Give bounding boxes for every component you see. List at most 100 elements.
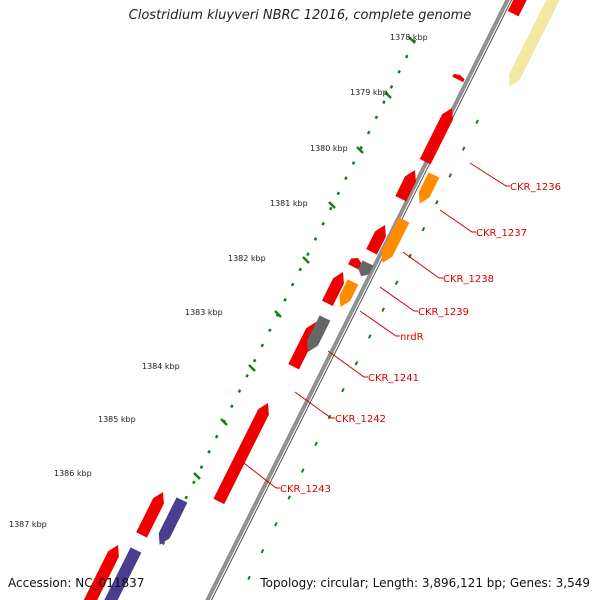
inner-tick-mark bbox=[448, 173, 453, 178]
gene-block bbox=[535, 7, 554, 33]
scale-tick-mark bbox=[214, 434, 219, 439]
major-tick-mark bbox=[356, 146, 364, 154]
gene-label: CKR_1242 bbox=[335, 414, 386, 425]
gene-block bbox=[358, 260, 374, 277]
gene-label: CKR_1243 bbox=[280, 484, 331, 495]
scale-tick-mark bbox=[336, 191, 341, 196]
scale-tick-label: 1379 kbp bbox=[350, 88, 388, 97]
inner-tick-mark bbox=[461, 146, 466, 151]
gene-block bbox=[339, 279, 359, 308]
major-tick-mark bbox=[302, 256, 310, 264]
inner-tick-mark bbox=[394, 280, 399, 286]
map-title: Clostridium kluyveri NBRC 12016, complet… bbox=[128, 8, 472, 23]
gene-block bbox=[507, 0, 527, 17]
scale-tick-mark bbox=[192, 480, 196, 485]
gene-leader-line bbox=[439, 209, 476, 233]
major-tick-mark bbox=[384, 91, 392, 99]
scale-tick-mark bbox=[283, 297, 287, 302]
gene-leader-line bbox=[239, 459, 280, 489]
scale-ticks-layer: 1378 kbp 1379 kbp 1380 kbp 1381 kbp 1382 kbp… bbox=[9, 33, 479, 581]
scale-tick-mark bbox=[199, 465, 204, 469]
inner-tick-mark bbox=[287, 495, 292, 500]
gene-block bbox=[136, 492, 164, 538]
scale-tick-mark bbox=[230, 404, 234, 409]
scale-tick-mark bbox=[351, 161, 356, 165]
gene-label: CKR_1236 bbox=[510, 182, 561, 193]
scale-tick-mark bbox=[260, 343, 265, 348]
gene-block bbox=[321, 272, 344, 306]
gene-block bbox=[158, 497, 188, 545]
scale-tick-mark bbox=[252, 358, 257, 363]
gene-label: CKR_1237 bbox=[476, 228, 527, 239]
scale-tick-mark bbox=[161, 541, 166, 546]
inner-tick-mark bbox=[435, 200, 439, 205]
gene-block bbox=[104, 547, 142, 600]
scale-tick-mark bbox=[290, 282, 295, 287]
gene-block bbox=[395, 170, 416, 202]
inner-tick-mark bbox=[354, 361, 359, 366]
scale-tick-mark bbox=[237, 389, 242, 393]
backbone-inner-line bbox=[210, 0, 513, 600]
scale-tick-label: 1385 kbp bbox=[98, 415, 136, 424]
gene-label: CKR_1241 bbox=[368, 373, 419, 384]
gene-block bbox=[288, 322, 317, 370]
gene-leader-line bbox=[294, 391, 335, 419]
inner-tick-mark bbox=[314, 441, 318, 447]
scale-tick-mark bbox=[313, 237, 318, 241]
inner-tick-mark bbox=[300, 468, 305, 473]
scale-tick-mark bbox=[245, 373, 249, 378]
scale-tick-mark bbox=[207, 449, 211, 454]
inner-tick-mark bbox=[381, 307, 385, 312]
inner-tick-mark bbox=[341, 387, 345, 393]
backbone-layer bbox=[205, 0, 513, 600]
inner-tick-mark bbox=[260, 548, 265, 554]
gene-block bbox=[307, 315, 331, 352]
scale-tick-mark bbox=[397, 69, 401, 74]
gene-block bbox=[348, 258, 362, 270]
genome-summary-text: Topology: circular; Length: 3,896,121 bp… bbox=[260, 576, 590, 590]
scale-tick-label: 1381 kbp bbox=[270, 199, 308, 208]
gene-block bbox=[213, 403, 269, 505]
gene-label: CKR_1238 bbox=[443, 274, 494, 285]
scale-tick-mark bbox=[382, 100, 386, 105]
inner-tick-mark bbox=[274, 522, 278, 527]
scale-tick-label: 1386 kbp bbox=[54, 469, 92, 478]
scale-tick-label: 1380 kbp bbox=[310, 144, 348, 153]
gene-block bbox=[419, 108, 453, 165]
gene-block bbox=[418, 172, 440, 204]
scale-tick-mark bbox=[374, 115, 379, 120]
accession-text: Accession: NC_011837 bbox=[8, 576, 145, 590]
major-tick-mark bbox=[274, 310, 282, 318]
gene-block bbox=[83, 545, 119, 600]
major-tick-mark bbox=[248, 364, 256, 372]
inner-tick-mark bbox=[367, 334, 372, 339]
inner-tick-mark bbox=[247, 575, 251, 581]
major-tick-mark bbox=[220, 418, 228, 426]
gene-block bbox=[381, 217, 410, 263]
scale-tick-mark bbox=[389, 85, 394, 89]
scale-tick-label: 1378 kbp bbox=[390, 33, 428, 42]
genes-layer bbox=[83, 0, 560, 600]
inner-tick-mark bbox=[475, 119, 479, 125]
scale-tick-label: 1387 kbp bbox=[9, 520, 47, 529]
scale-tick-mark bbox=[404, 54, 409, 59]
scale-tick-mark bbox=[184, 495, 189, 500]
gene-leader-line bbox=[327, 350, 368, 378]
scale-tick-mark bbox=[298, 267, 303, 272]
gene-leader-line bbox=[469, 162, 510, 187]
gene-leader-line bbox=[359, 310, 400, 337]
scale-tick-mark bbox=[328, 206, 333, 211]
gene-leader-line bbox=[402, 251, 443, 279]
major-tick-mark bbox=[408, 36, 416, 44]
scale-tick-mark bbox=[344, 176, 348, 181]
scale-tick-mark bbox=[306, 252, 310, 257]
backbone-line bbox=[205, 0, 510, 600]
gene-label: CKR_1239 bbox=[418, 307, 469, 318]
scale-tick-label: 1382 kbp bbox=[228, 254, 266, 263]
scale-tick-mark bbox=[268, 328, 272, 333]
gene-label: nrdR bbox=[400, 332, 424, 343]
scale-tick-label: 1383 kbp bbox=[185, 308, 223, 317]
gene-leader-line bbox=[379, 286, 418, 312]
major-tick-mark bbox=[193, 472, 201, 480]
